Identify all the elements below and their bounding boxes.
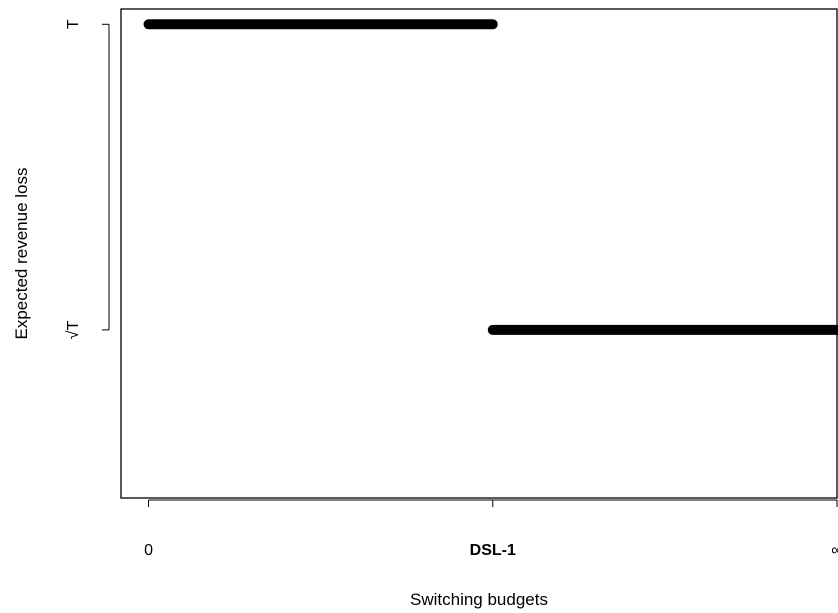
x-tick-label: ∞ xyxy=(831,542,838,559)
x-axis: 0 DSL-1 ∞ xyxy=(144,499,838,559)
x-axis-title: Switching budgets xyxy=(410,590,548,609)
y-tick-label: √T xyxy=(65,320,82,339)
y-tick-label: T xyxy=(65,19,82,29)
y-axis-title: Expected revenue loss xyxy=(12,168,31,340)
series-group xyxy=(143,19,838,335)
x-tick-label: DSL-1 xyxy=(470,542,516,559)
x-tick-label: 0 xyxy=(144,542,153,559)
y-axis: √T T xyxy=(65,19,110,339)
plot-frame xyxy=(120,8,838,499)
